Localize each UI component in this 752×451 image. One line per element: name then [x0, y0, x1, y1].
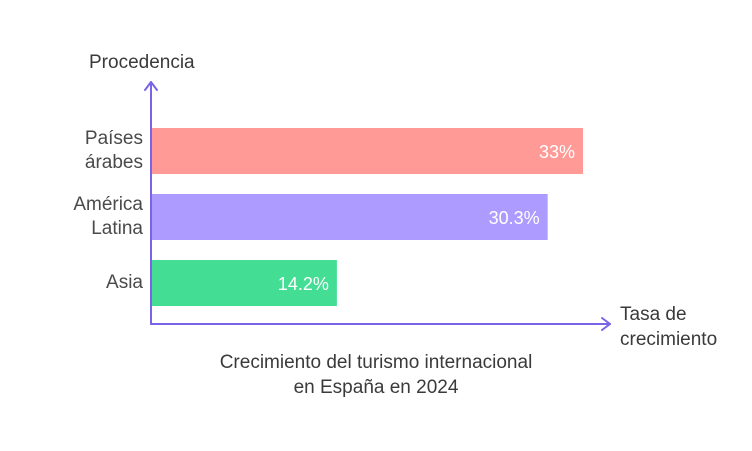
- x-axis-title-line-1: Tasa de: [620, 304, 687, 325]
- caption-line-2: en España en 2024: [293, 377, 459, 398]
- category-label-0-line-1: árabes: [84, 152, 143, 173]
- value-labels-group: 33% 30.3% 14.2%: [278, 142, 575, 294]
- bar-2: [151, 260, 337, 306]
- bar-1: [151, 194, 548, 240]
- value-label-0: 33%: [539, 142, 575, 162]
- category-label-1: América Latina: [13, 193, 143, 241]
- category-label-2: Asia: [13, 271, 143, 295]
- y-axis-title: Procedencia: [89, 52, 195, 73]
- x-axis-title-line-2: crecimiento: [620, 329, 718, 350]
- x-axis-arrow: [601, 317, 611, 331]
- value-label-1: 30.3%: [489, 208, 540, 228]
- category-label-0: Países árabes: [13, 127, 143, 175]
- category-label-0-line-0: Países: [84, 128, 143, 149]
- bar-0: [151, 128, 583, 174]
- value-label-2: 14.2%: [278, 274, 329, 294]
- x-axis-title: Tasa de crecimiento: [620, 302, 717, 352]
- y-axis-arrow: [144, 81, 158, 91]
- category-label-2-line-0: Asia: [106, 272, 143, 293]
- bars-group: [151, 128, 583, 306]
- axes-group: [144, 81, 611, 331]
- chart-caption: Crecimiento del turismo internacional en…: [150, 350, 602, 400]
- category-label-1-line-0: América: [73, 194, 143, 215]
- category-label-1-line-1: Latina: [91, 218, 143, 239]
- caption-line-1: Crecimiento del turismo internacional: [219, 352, 533, 373]
